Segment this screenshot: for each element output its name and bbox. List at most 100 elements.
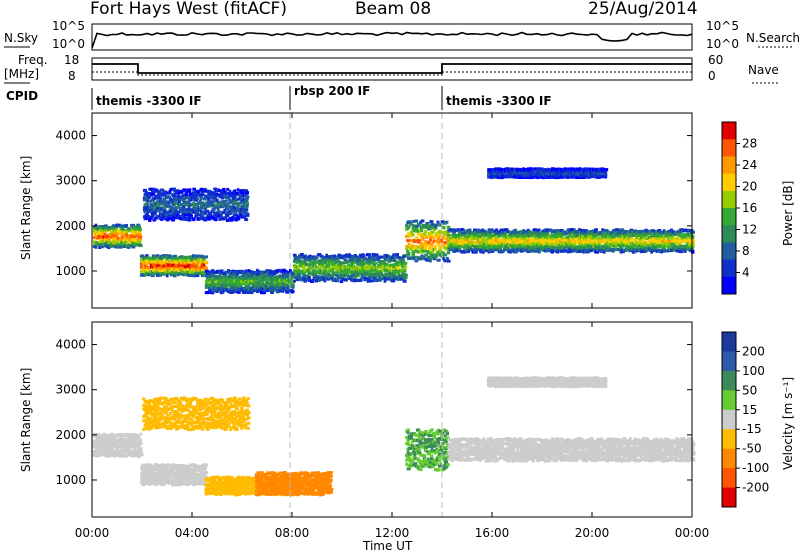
- freq-frame: [92, 58, 692, 80]
- data-cell-band-0: [121, 436, 124, 439]
- data-cell-band-2: [196, 197, 199, 200]
- data-cell-band-5: [412, 220, 415, 223]
- data-cell-band-5: [408, 252, 411, 255]
- noise-frame: [92, 24, 692, 50]
- data-cell-band-4: [402, 259, 405, 262]
- data-cell-band-5: [438, 246, 441, 249]
- data-cell-band-5: [447, 226, 451, 229]
- data-cell-band-5: [446, 221, 449, 224]
- data-cell-band-5: [446, 257, 449, 260]
- data-cell-band-5: [443, 241, 447, 244]
- nave-label: Nave: [748, 63, 779, 77]
- data-cell-band-4: [396, 253, 399, 256]
- data-cell-band-4: [359, 279, 363, 282]
- data-cell-band-5: [405, 224, 408, 227]
- data-cell-band-6: [468, 229, 471, 232]
- data-cell-band-6: [545, 235, 549, 238]
- date-label: 25/Aug/2014: [588, 0, 698, 19]
- nave-right-tick-top: 60: [708, 53, 723, 67]
- data-cell-band-2: [172, 202, 175, 205]
- data-cell-band-5: [412, 233, 415, 236]
- data-cell-band-5: [435, 224, 438, 227]
- data-cell-band-5: [430, 231, 434, 234]
- data-cell-band-2: [237, 217, 241, 220]
- data-cell-band-6: [551, 243, 555, 246]
- data-cell-band-6: [545, 228, 549, 231]
- freq-left-tick-top: 18: [64, 53, 79, 67]
- data-cell-band-6: [667, 240, 671, 243]
- cpid-label: CPID: [6, 89, 38, 103]
- data-cell-band-0: [139, 228, 143, 231]
- data-cell-band-7: [604, 173, 607, 176]
- data-cell-band-2: [147, 203, 150, 206]
- data-cell-band-2: [214, 218, 217, 221]
- data-cell-band-2: [246, 213, 249, 216]
- data-cell-band-7: [604, 168, 608, 171]
- data-cell-band-2: [207, 198, 210, 201]
- data-cell-band-5: [438, 236, 441, 239]
- noise-sky-trace: [92, 33, 692, 49]
- data-cell-band-2: [183, 198, 186, 201]
- data-cell-band-4: [315, 256, 319, 259]
- noise-right-tick-top: 10^5: [706, 19, 739, 33]
- data-cell-band-2: [226, 188, 229, 191]
- data-cell-band-5: [438, 259, 441, 262]
- data-cell-band-5: [434, 245, 437, 248]
- data-cell-band-1: [174, 255, 177, 258]
- data-cell-band-2: [202, 193, 205, 196]
- data-cell-band-5: [447, 251, 450, 254]
- data-cell-band-0: [121, 227, 124, 230]
- data-cell-band-4: [403, 280, 407, 283]
- y-tick-label-3: 4000: [55, 129, 86, 143]
- data-cell-band-6: [686, 239, 690, 242]
- data-cell-band-2: [223, 209, 226, 212]
- data-cell-band-0: [125, 444, 129, 447]
- data-cell-band-4: [404, 262, 408, 265]
- station-title: Fort Hays West (fitACF): [90, 0, 287, 19]
- noise-left-tick-top: 10^5: [52, 19, 85, 33]
- data-cell-band-6: [599, 231, 602, 234]
- data-cell-band-6: [463, 246, 466, 249]
- freq-label: Freq.: [18, 53, 48, 67]
- data-cell-band-4: [404, 269, 407, 272]
- data-cell-band-4: [372, 279, 375, 282]
- noise-sky-label: N.Sky: [4, 31, 38, 45]
- data-cell-band-5: [412, 253, 415, 256]
- data-cell-band-1: [166, 274, 169, 277]
- data-cell-band-2: [245, 218, 248, 221]
- data-cell-band-3: [292, 290, 295, 293]
- data-cell-band-5: [415, 220, 419, 223]
- data-cell-band-2: [159, 196, 162, 199]
- data-cell-band-2: [246, 204, 249, 207]
- noise-left-tick-bottom: 10^0: [52, 37, 85, 51]
- nave-right-tick-bottom: 0: [708, 69, 716, 83]
- data-cell-band-6: [538, 251, 541, 254]
- cpid-panel: CPID themis -3300 IF rbsp 200 IF themis …: [6, 84, 552, 110]
- data-cell-band-2: [168, 214, 172, 217]
- data-cell-band-2: [225, 199, 228, 202]
- freq-unit: [MHz]: [4, 67, 39, 81]
- data-cell-band-4: [344, 258, 348, 261]
- data-cell-band-2: [199, 200, 202, 203]
- data-cell-band-3: [292, 284, 295, 287]
- data-cell-band-3: [250, 291, 253, 294]
- data-cell-band-2: [200, 197, 204, 200]
- data-cell-band-2: [246, 195, 249, 198]
- cpid-segment-3: themis -3300 IF: [446, 94, 552, 108]
- data-cell-band-5: [447, 260, 451, 263]
- data-cell-band-5: [429, 220, 433, 223]
- data-cell-band-4: [368, 253, 371, 256]
- data-cell-band-5: [444, 253, 447, 256]
- data-cell-band-2: [177, 195, 180, 198]
- data-cell-band-5: [439, 250, 442, 253]
- data-cell-band-2: [192, 202, 195, 205]
- data-cell-band-5: [422, 250, 426, 253]
- noise-panel: N.Sky 10^5 10^0 10^5 10^0 N.Search: [4, 19, 800, 51]
- data-cell-band-4: [362, 254, 366, 257]
- data-cell-band-2: [222, 188, 226, 191]
- data-cell-band-6: [538, 229, 541, 232]
- data-cell-band-0: [139, 226, 142, 229]
